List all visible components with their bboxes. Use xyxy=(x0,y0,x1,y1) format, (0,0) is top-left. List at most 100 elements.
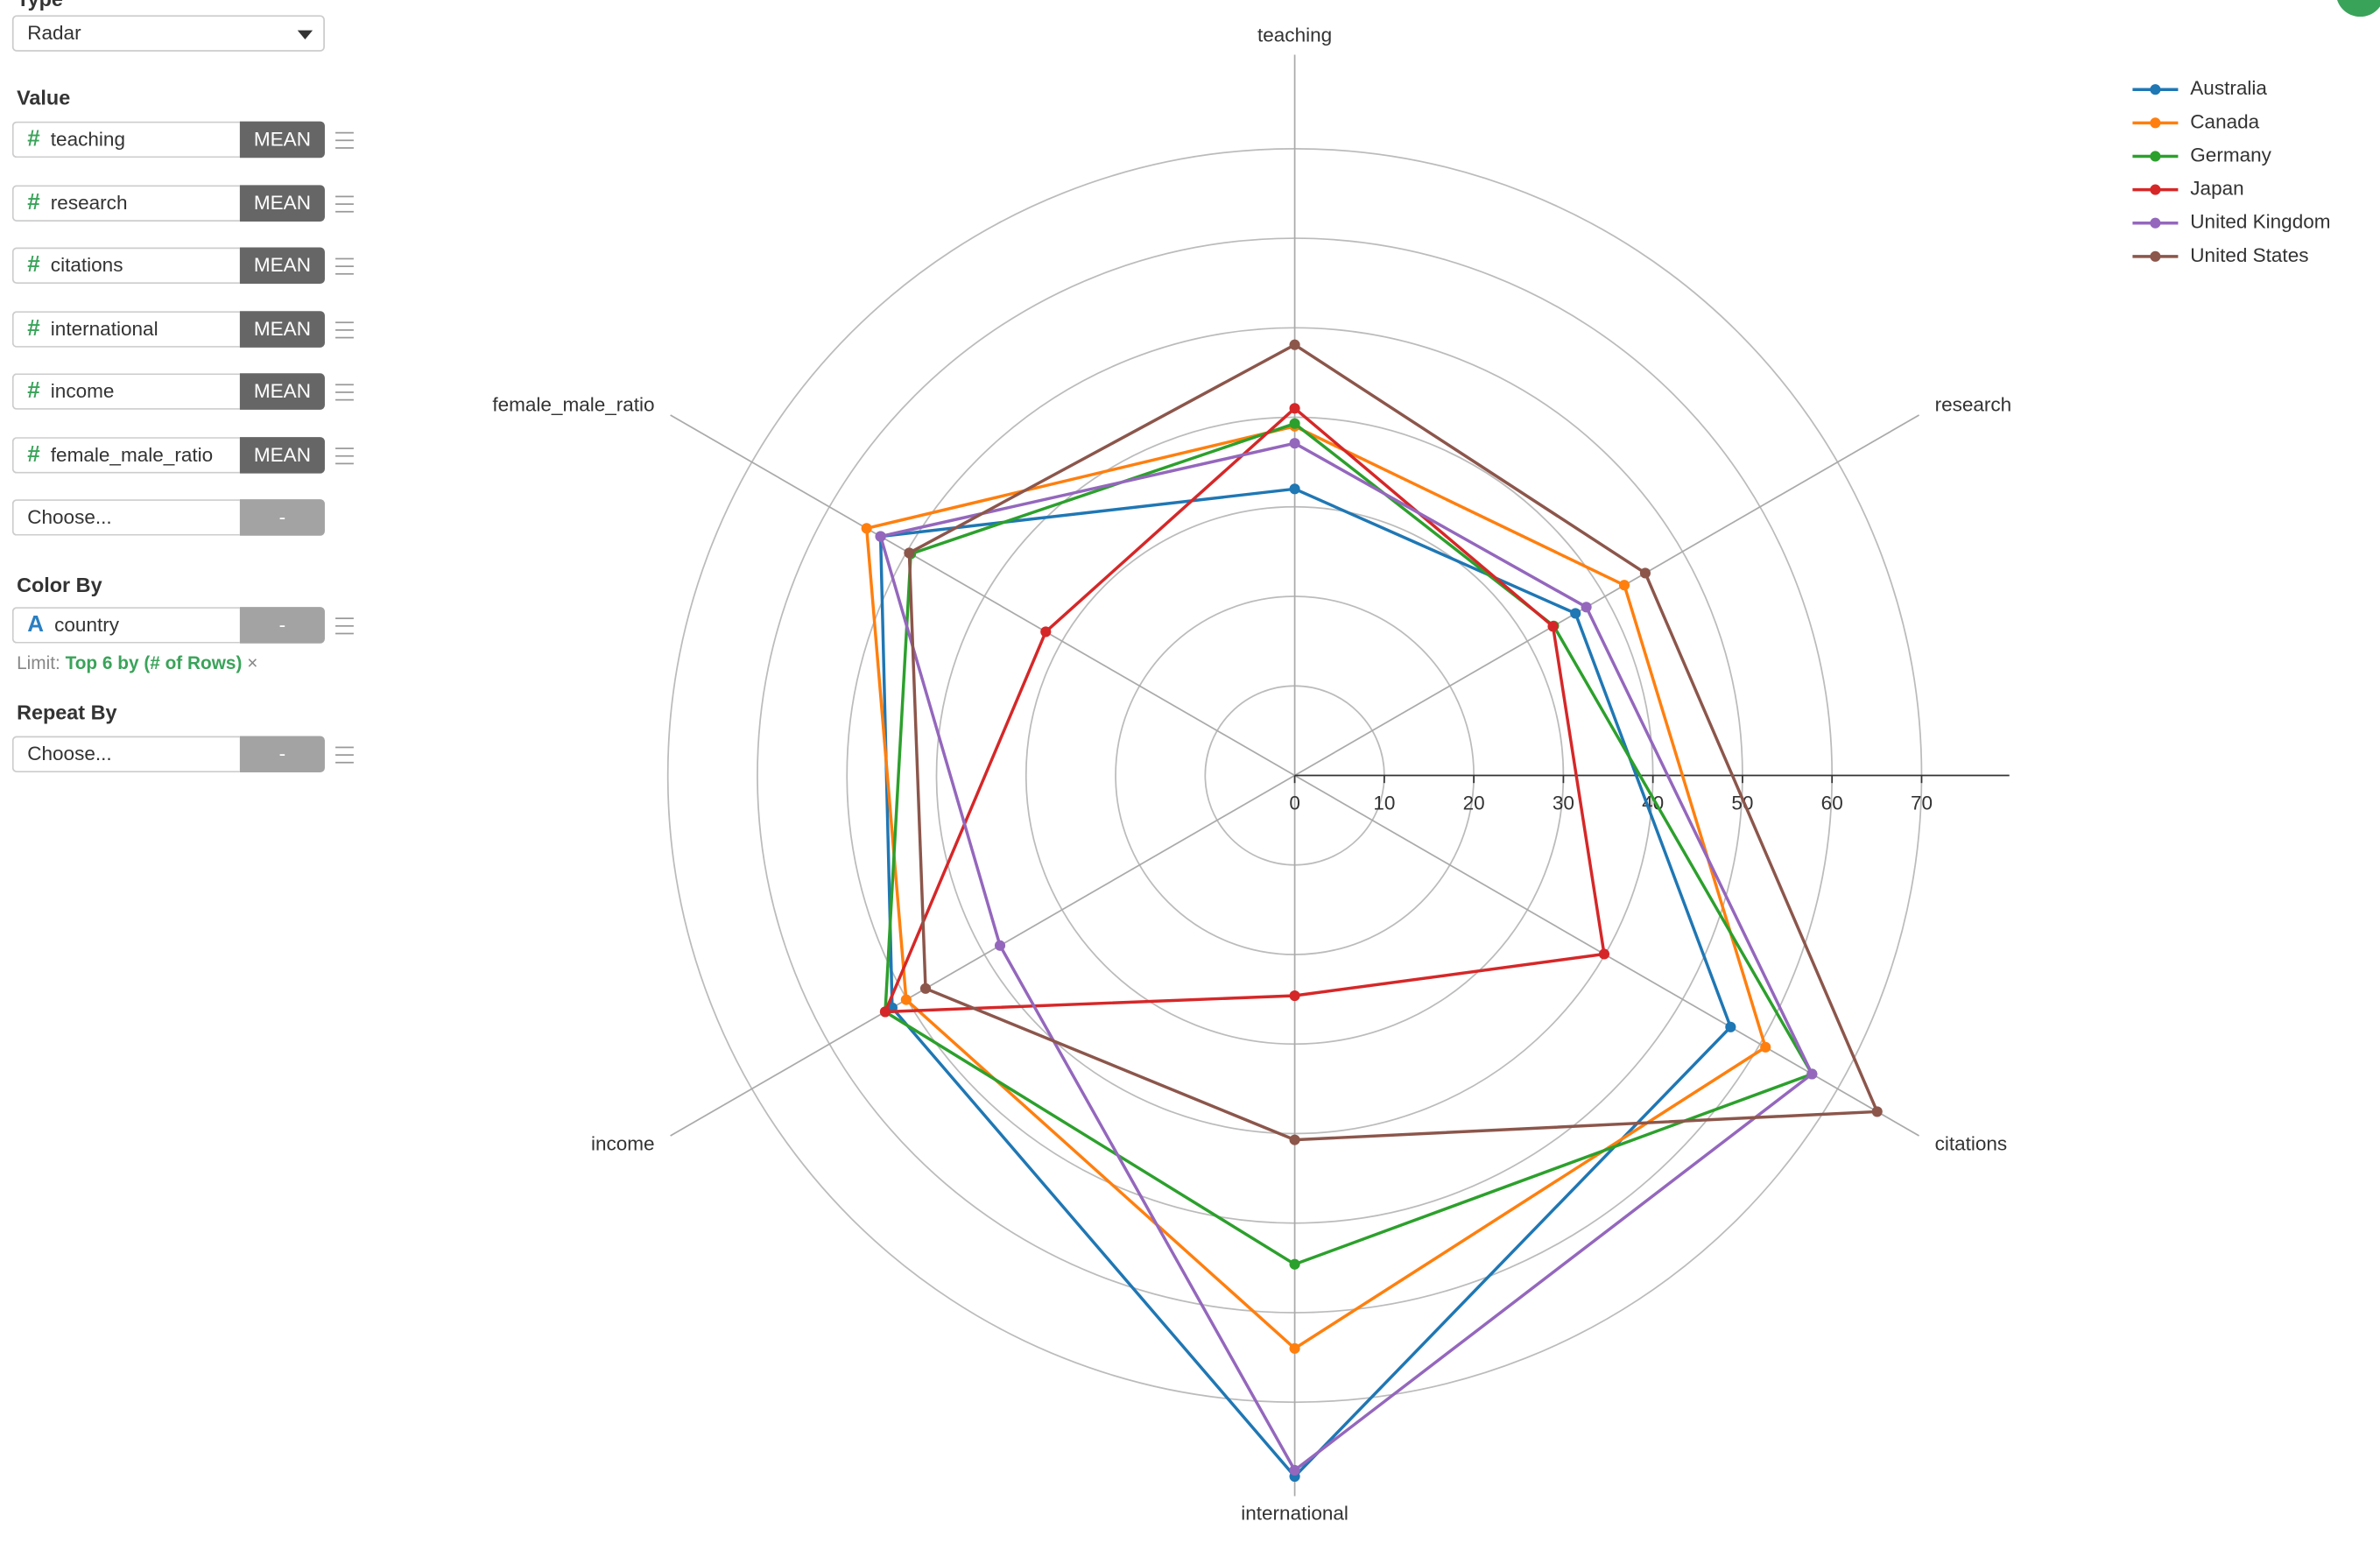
legend-label[interactable]: Japan xyxy=(2190,178,2243,200)
limit-label: Limit: xyxy=(17,652,60,674)
color-by-label: Color By xyxy=(17,574,102,597)
legend-dot xyxy=(2150,84,2161,95)
series-point xyxy=(904,547,915,559)
repeat-by-text: Choose... xyxy=(27,742,112,765)
aggregate-button[interactable]: MEAN xyxy=(239,247,325,285)
axis-label: income xyxy=(591,1132,655,1154)
series-point xyxy=(994,940,1006,951)
value-field[interactable]: # research xyxy=(11,184,240,222)
series-point xyxy=(1289,1258,1300,1270)
series-point xyxy=(861,523,872,534)
field-name: female_male_ratio xyxy=(50,443,214,467)
aggregate-button[interactable]: MEAN xyxy=(239,184,325,222)
series-point xyxy=(1618,580,1630,591)
series-point xyxy=(1289,438,1300,449)
value-field[interactable]: # international xyxy=(11,310,240,348)
drag-handle[interactable] xyxy=(335,746,354,764)
value-label: Value xyxy=(17,86,71,109)
choose-text: Choose... xyxy=(27,505,112,529)
field-name: international xyxy=(50,316,158,340)
series-point xyxy=(1547,621,1559,632)
series-point xyxy=(1570,608,1581,619)
value-field[interactable]: # income xyxy=(11,373,240,411)
legend-label[interactable]: Germany xyxy=(2190,144,2271,166)
choose-value[interactable]: Choose... xyxy=(11,499,240,536)
number-icon: # xyxy=(27,251,40,278)
series-point xyxy=(1289,1342,1300,1354)
drag-handle[interactable] xyxy=(335,321,354,339)
axis-label: research xyxy=(1935,394,2012,416)
legend-label[interactable]: United States xyxy=(2190,244,2308,266)
series-point xyxy=(1040,626,1052,638)
aggregate-button[interactable]: MEAN xyxy=(239,437,325,474)
drag-handle[interactable] xyxy=(335,194,354,212)
drag-handle[interactable] xyxy=(335,384,354,402)
radial-tick-label: 20 xyxy=(1463,792,1485,814)
series-point xyxy=(1289,483,1300,495)
value-field[interactable]: # citations xyxy=(11,247,240,285)
series-point xyxy=(1289,403,1300,414)
number-icon: # xyxy=(27,378,40,405)
drag-handle[interactable] xyxy=(335,257,354,275)
legend-dot xyxy=(2150,117,2161,129)
series-point xyxy=(1289,1464,1300,1476)
series-point xyxy=(1725,1021,1736,1032)
number-icon: # xyxy=(27,188,40,215)
legend-dot xyxy=(2150,184,2161,195)
drag-handle[interactable] xyxy=(335,131,354,149)
series-point xyxy=(900,994,912,1005)
series-point xyxy=(1289,990,1300,1002)
field-name: citations xyxy=(50,253,123,277)
aggregate-button[interactable]: MEAN xyxy=(239,121,325,159)
limit-link[interactable]: Top 6 by (# of Rows) xyxy=(65,652,243,674)
radial-tick-label: 10 xyxy=(1373,792,1395,814)
settings-panel: Type Radar Value # teaching MEAN # research M… xyxy=(0,0,379,1557)
radial-tick-label: 70 xyxy=(1911,792,1933,814)
repeat-by-label: Repeat By xyxy=(17,701,117,724)
drag-handle[interactable] xyxy=(335,447,354,465)
series-point xyxy=(1639,567,1651,579)
choose-button[interactable]: - xyxy=(239,499,325,536)
chart-type: Radar xyxy=(27,21,81,45)
repeat-by-field[interactable]: Choose... xyxy=(11,736,240,773)
field-name: teaching xyxy=(50,127,126,151)
legend-dot xyxy=(2150,250,2161,262)
axis-label: international xyxy=(1241,1502,1348,1524)
number-icon: # xyxy=(27,315,40,342)
caret xyxy=(297,30,313,40)
color-by-button[interactable]: - xyxy=(239,607,325,644)
axis-spoke xyxy=(670,414,1296,777)
axis-spoke xyxy=(1294,414,1920,777)
type-label: Type xyxy=(17,0,63,11)
legend-label[interactable]: Canada xyxy=(2190,110,2259,132)
limit-row: Limit: Top 6 by (# of Rows) × xyxy=(17,652,257,673)
radial-tick-label: 0 xyxy=(1289,792,1300,814)
aggregate-button[interactable]: MEAN xyxy=(239,373,325,411)
legend-label[interactable]: Australia xyxy=(2190,77,2267,99)
drag-handle[interactable] xyxy=(335,617,354,635)
string-icon: A xyxy=(27,611,44,638)
radial-tick-label: 30 xyxy=(1553,792,1574,814)
series-point xyxy=(1289,339,1300,350)
series-point xyxy=(1581,602,1592,613)
series-point xyxy=(1871,1106,1883,1117)
field-name: income xyxy=(50,379,115,403)
value-field[interactable]: # female_male_ratio xyxy=(11,437,240,474)
chart-type-select[interactable]: Radar xyxy=(11,15,325,52)
axis-spoke xyxy=(670,774,1296,1137)
series-point xyxy=(1289,418,1300,429)
user-avatar[interactable] xyxy=(2336,0,2380,18)
series-point xyxy=(875,531,886,542)
aggregate-button[interactable]: MEAN xyxy=(239,310,325,348)
limit-clear[interactable]: × xyxy=(247,652,258,674)
color-by-text: country xyxy=(54,613,120,637)
series-point xyxy=(1598,948,1610,960)
axis-label: teaching xyxy=(1257,25,1332,46)
axis-label: female_male_ratio xyxy=(492,394,654,416)
legend-label[interactable]: United Kingdom xyxy=(2190,211,2330,233)
value-field[interactable]: # teaching xyxy=(11,121,240,159)
repeat-by-button[interactable]: - xyxy=(239,736,325,773)
